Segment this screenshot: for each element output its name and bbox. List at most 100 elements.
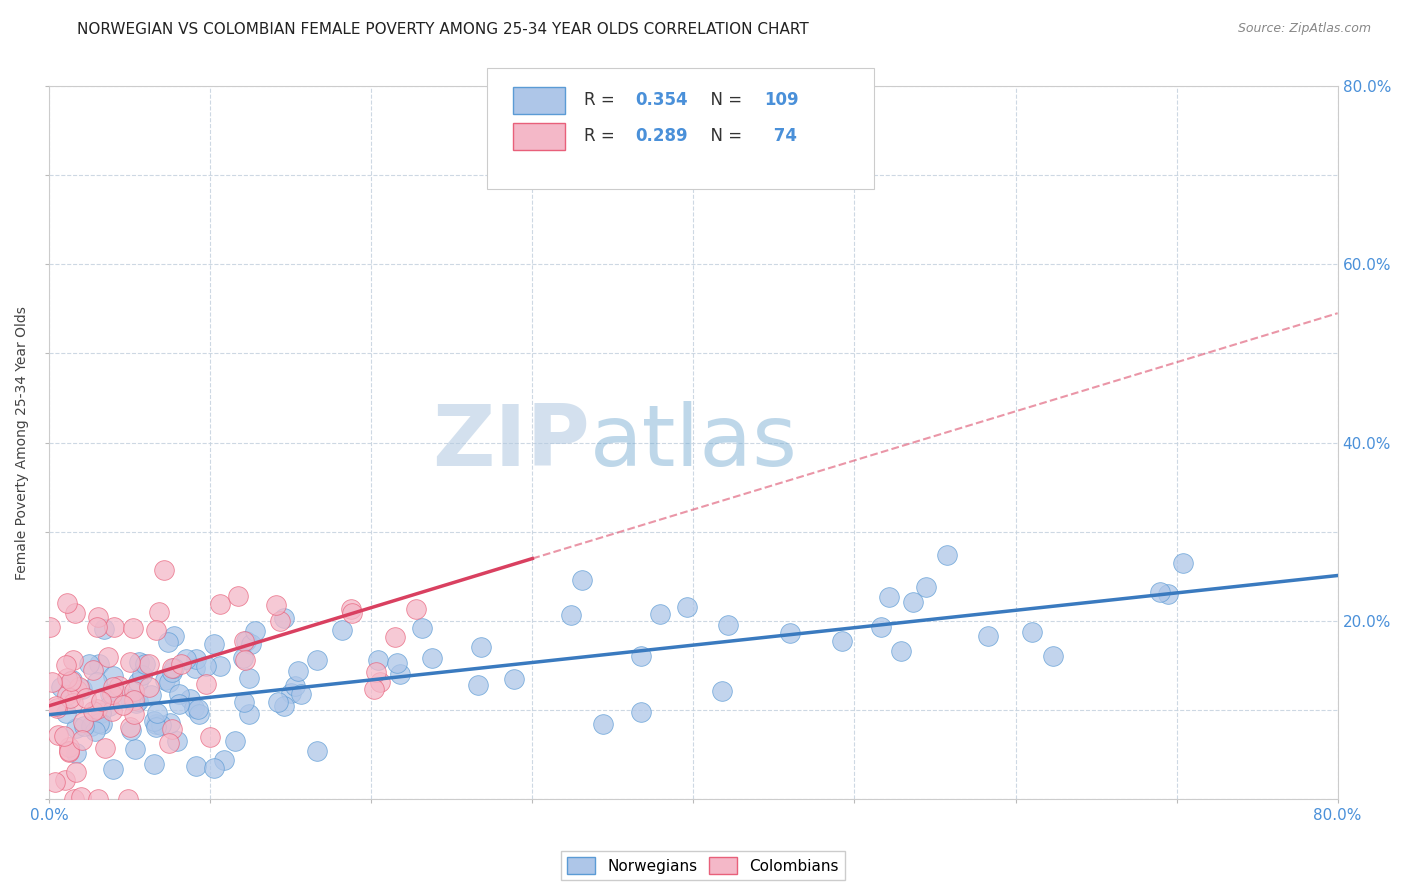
Point	[188, 706, 211, 721]
Point	[70, 732, 93, 747]
Point	[97, 649, 120, 664]
Text: 0.289: 0.289	[636, 127, 688, 145]
Point	[118, 692, 141, 706]
Point	[120, 720, 142, 734]
Point	[202, 761, 225, 775]
Point	[111, 698, 134, 712]
Point	[120, 655, 142, 669]
Point	[56, 688, 79, 702]
Point	[101, 668, 124, 682]
Point	[55, 658, 77, 673]
Point	[86, 620, 108, 634]
Point	[63, 607, 86, 621]
Point	[127, 694, 149, 708]
Point	[202, 637, 225, 651]
Text: 74: 74	[768, 127, 797, 145]
Point	[467, 677, 489, 691]
Text: N =: N =	[700, 91, 747, 109]
Point	[711, 684, 734, 698]
FancyBboxPatch shape	[513, 123, 565, 150]
Point	[232, 650, 254, 665]
Point	[411, 621, 433, 635]
Point	[122, 692, 145, 706]
Point	[65, 746, 87, 760]
Point	[80, 719, 103, 733]
Point	[120, 723, 142, 737]
Point	[66, 683, 89, 698]
Point	[280, 686, 302, 700]
Point	[146, 706, 169, 721]
Text: R =: R =	[583, 127, 620, 145]
Text: R =: R =	[583, 91, 620, 109]
Point	[145, 717, 167, 731]
Point	[67, 680, 90, 694]
Point	[179, 692, 201, 706]
Point	[62, 652, 84, 666]
Point	[90, 717, 112, 731]
Point	[108, 679, 131, 693]
Point	[98, 688, 121, 702]
Point	[65, 721, 87, 735]
Text: atlas: atlas	[591, 401, 799, 484]
Point	[44, 774, 66, 789]
Point	[238, 671, 260, 685]
Point	[101, 680, 124, 694]
Point	[160, 722, 183, 736]
Point	[86, 702, 108, 716]
Text: 0.354: 0.354	[636, 91, 688, 109]
Point	[90, 706, 112, 720]
Point	[62, 792, 84, 806]
Point	[238, 707, 260, 722]
Point	[209, 659, 232, 673]
Point	[212, 753, 235, 767]
Point	[131, 668, 153, 682]
Point	[87, 792, 110, 806]
Point	[630, 649, 652, 664]
Point	[198, 731, 221, 745]
Point	[287, 664, 309, 678]
Point	[267, 695, 290, 709]
Point	[45, 701, 67, 715]
Point	[364, 665, 387, 680]
Point	[340, 602, 363, 616]
Y-axis label: Female Poverty Among 25-34 Year Olds: Female Poverty Among 25-34 Year Olds	[15, 306, 30, 580]
Point	[630, 705, 652, 719]
Point	[167, 687, 190, 701]
Point	[174, 652, 197, 666]
Point	[284, 679, 307, 693]
Point	[977, 629, 1000, 643]
Point	[890, 644, 912, 658]
Point	[58, 739, 80, 754]
Point	[156, 635, 179, 649]
Point	[98, 698, 121, 713]
Point	[388, 666, 411, 681]
Point	[1042, 648, 1064, 663]
Point	[65, 764, 87, 779]
Point	[235, 634, 257, 648]
Point	[1149, 585, 1171, 599]
Text: N =: N =	[700, 127, 747, 145]
Point	[145, 720, 167, 734]
Point	[82, 704, 104, 718]
Point	[903, 595, 925, 609]
Point	[385, 657, 408, 671]
Point	[139, 688, 162, 702]
Point	[58, 691, 80, 706]
Point	[1021, 624, 1043, 639]
Point	[56, 596, 79, 610]
Point	[56, 671, 79, 685]
Point	[101, 704, 124, 718]
Point	[117, 792, 139, 806]
Point	[122, 622, 145, 636]
Point	[233, 634, 256, 648]
Point	[75, 690, 97, 705]
Point	[52, 729, 75, 743]
Point	[86, 610, 108, 624]
Point	[560, 608, 582, 623]
Point	[70, 790, 93, 805]
Point	[148, 605, 170, 619]
Point	[273, 698, 295, 713]
Point	[127, 674, 149, 689]
Point	[675, 599, 697, 614]
Point	[162, 661, 184, 675]
